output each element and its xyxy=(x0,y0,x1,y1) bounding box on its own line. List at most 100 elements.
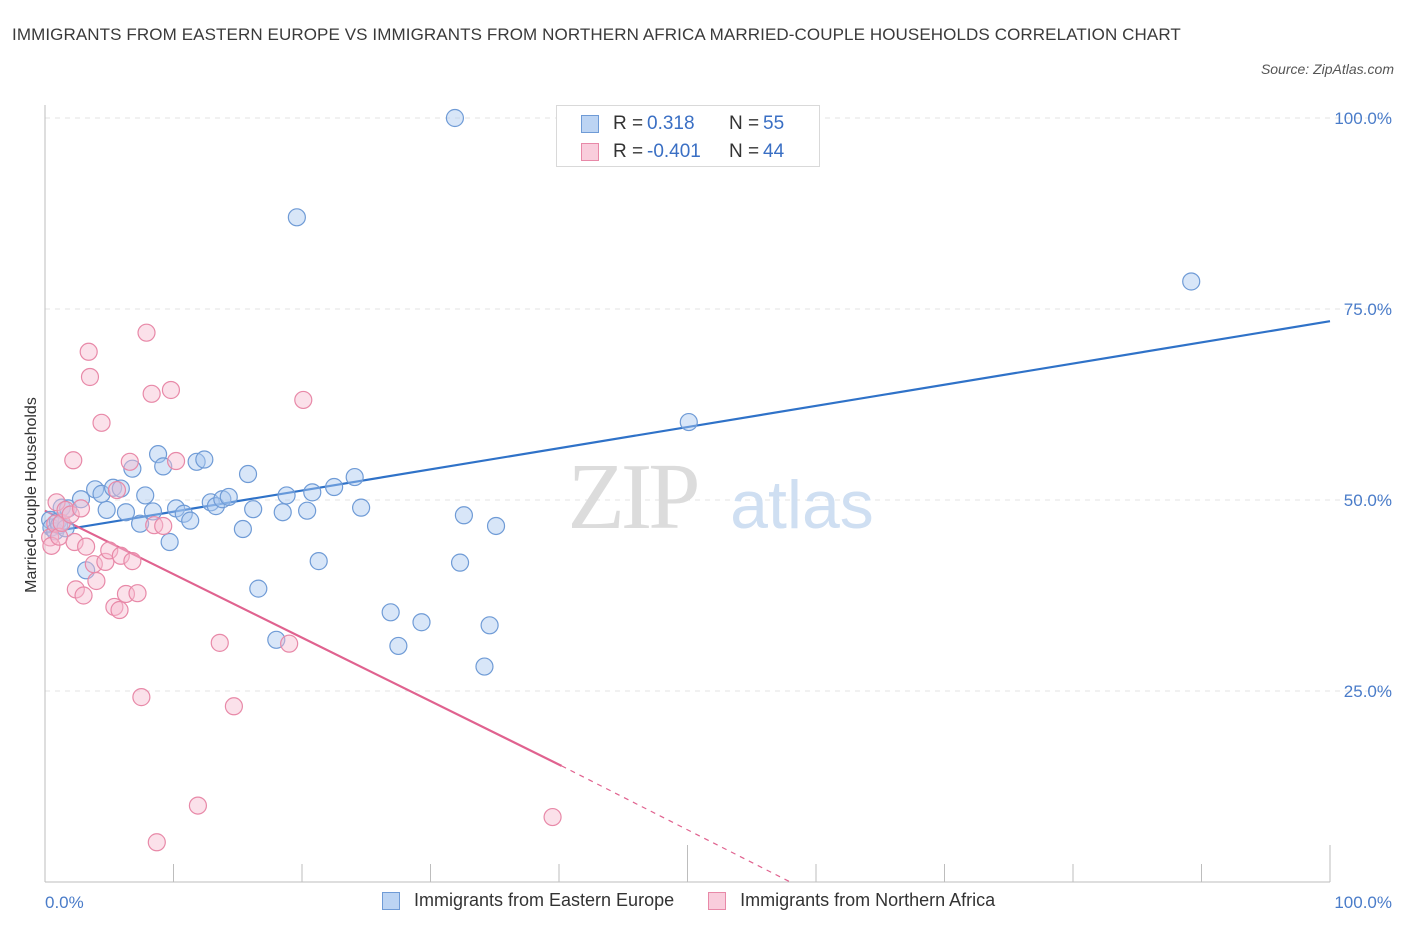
y-axis-label: Married-couple Households xyxy=(23,397,40,593)
point-eastern-europe xyxy=(181,511,200,530)
point-northern-africa xyxy=(543,807,562,827)
legend-label-northern-africa: Immigrants from Northern Africa xyxy=(740,890,996,910)
point-northern-africa xyxy=(128,584,147,603)
point-eastern-europe xyxy=(238,464,258,484)
point-northern-africa xyxy=(142,384,161,403)
point-northern-africa xyxy=(120,452,139,471)
legend-r-value: -0.401 xyxy=(647,141,701,162)
point-eastern-europe xyxy=(389,636,408,656)
y-tick-label: 25.0% xyxy=(1344,682,1392,701)
point-eastern-europe xyxy=(352,498,371,517)
point-northern-africa xyxy=(154,516,173,536)
point-eastern-europe xyxy=(195,450,214,469)
point-northern-africa xyxy=(100,541,119,560)
point-northern-africa xyxy=(210,633,229,652)
grid-lines xyxy=(45,117,1390,692)
x-tick-label: 0.0% xyxy=(45,893,84,912)
legend-label-eastern-europe: Immigrants from Eastern Europe xyxy=(414,890,675,910)
point-northern-africa xyxy=(280,634,299,653)
source-label: Source: ZipAtlas.com xyxy=(1260,61,1394,77)
point-northern-africa xyxy=(61,505,80,524)
legend-r-value: 0.318 xyxy=(647,113,695,134)
point-eastern-europe xyxy=(679,412,698,432)
point-northern-africa xyxy=(42,536,61,555)
point-northern-africa xyxy=(105,597,124,617)
point-northern-africa xyxy=(294,390,313,410)
watermark-zip: ZIP xyxy=(568,445,698,549)
point-eastern-europe xyxy=(381,603,400,622)
point-northern-africa xyxy=(111,546,130,565)
series-legend: Immigrants from Eastern Europe Immigrant… xyxy=(382,890,1029,911)
correlation-legend: R = 0.318 N = 55 R = -0.401 N = 44 xyxy=(556,105,820,167)
point-northern-africa xyxy=(92,413,111,432)
legend-n-label: N = xyxy=(729,113,760,134)
legend-r-label: R = xyxy=(613,141,644,162)
y-tick-label: 75.0% xyxy=(1344,300,1392,319)
point-northern-africa xyxy=(188,796,208,815)
legend-swatch-pink xyxy=(581,143,599,161)
point-northern-africa xyxy=(64,451,83,470)
y-tick-label: 50.0% xyxy=(1344,491,1392,510)
legend-swatch-pink xyxy=(708,891,727,910)
point-eastern-europe xyxy=(130,514,150,533)
legend-row-northern-africa: R = -0.401 N = 44 xyxy=(581,141,784,163)
point-northern-africa xyxy=(123,552,142,571)
point-northern-africa xyxy=(96,552,115,571)
point-eastern-europe xyxy=(206,497,226,516)
chart-title: IMMIGRANTS FROM EASTERN EUROPE VS IMMIGR… xyxy=(12,25,1181,44)
point-eastern-europe xyxy=(454,506,474,525)
point-eastern-europe xyxy=(412,613,431,632)
point-eastern-europe xyxy=(475,657,494,676)
legend-n-value: 44 xyxy=(763,141,785,162)
point-eastern-europe xyxy=(136,486,155,505)
legend-item-eastern-europe[interactable]: Immigrants from Eastern Europe xyxy=(382,890,674,911)
watermark: ZIP atlas xyxy=(568,445,874,549)
legend-swatch-blue xyxy=(382,891,400,910)
point-eastern-europe xyxy=(287,208,306,227)
point-eastern-europe xyxy=(480,616,499,635)
point-eastern-europe xyxy=(450,553,470,572)
data-points xyxy=(41,108,1201,852)
legend-n-label: N = xyxy=(729,141,760,162)
point-eastern-europe xyxy=(92,484,111,503)
legend-r-label: R = xyxy=(613,113,644,134)
x-tick-label: 100.0% xyxy=(1334,893,1392,912)
point-eastern-europe xyxy=(71,490,91,509)
point-eastern-europe xyxy=(309,552,328,571)
y-tick-label: 100.0% xyxy=(1334,109,1392,128)
point-northern-africa xyxy=(65,532,84,552)
watermark-atlas: atlas xyxy=(730,467,874,543)
point-northern-africa xyxy=(161,380,181,400)
point-eastern-europe xyxy=(219,487,238,507)
legend-swatch-blue xyxy=(581,115,599,133)
point-eastern-europe xyxy=(325,477,344,497)
point-northern-africa xyxy=(132,688,151,707)
point-eastern-europe xyxy=(116,503,136,522)
point-eastern-europe xyxy=(273,503,292,522)
point-eastern-europe xyxy=(303,483,322,502)
point-northern-africa xyxy=(79,342,98,361)
point-eastern-europe xyxy=(1182,272,1201,291)
point-eastern-europe xyxy=(298,501,317,520)
point-northern-africa xyxy=(107,480,127,500)
axes xyxy=(44,105,1331,883)
legend-n-value: 55 xyxy=(763,113,785,134)
point-northern-africa xyxy=(147,833,166,852)
point-eastern-europe xyxy=(244,500,263,519)
point-eastern-europe xyxy=(97,500,116,520)
point-northern-africa xyxy=(224,697,243,716)
point-eastern-europe xyxy=(233,519,252,539)
point-northern-africa xyxy=(71,499,91,518)
point-eastern-europe xyxy=(174,504,193,523)
point-eastern-europe xyxy=(160,532,179,552)
point-northern-africa xyxy=(137,323,156,342)
point-eastern-europe xyxy=(345,467,364,487)
point-northern-africa xyxy=(110,600,129,620)
trend-line-northern-africa-extension xyxy=(561,765,791,883)
point-northern-africa xyxy=(80,367,100,387)
tick-labels: 25.0% 50.0% 75.0% 100.0% 0.0% 100.0% xyxy=(45,109,1392,912)
point-eastern-europe xyxy=(486,516,506,536)
legend-item-northern-africa[interactable]: Immigrants from Northern Africa xyxy=(708,890,995,911)
point-eastern-europe xyxy=(143,502,163,521)
